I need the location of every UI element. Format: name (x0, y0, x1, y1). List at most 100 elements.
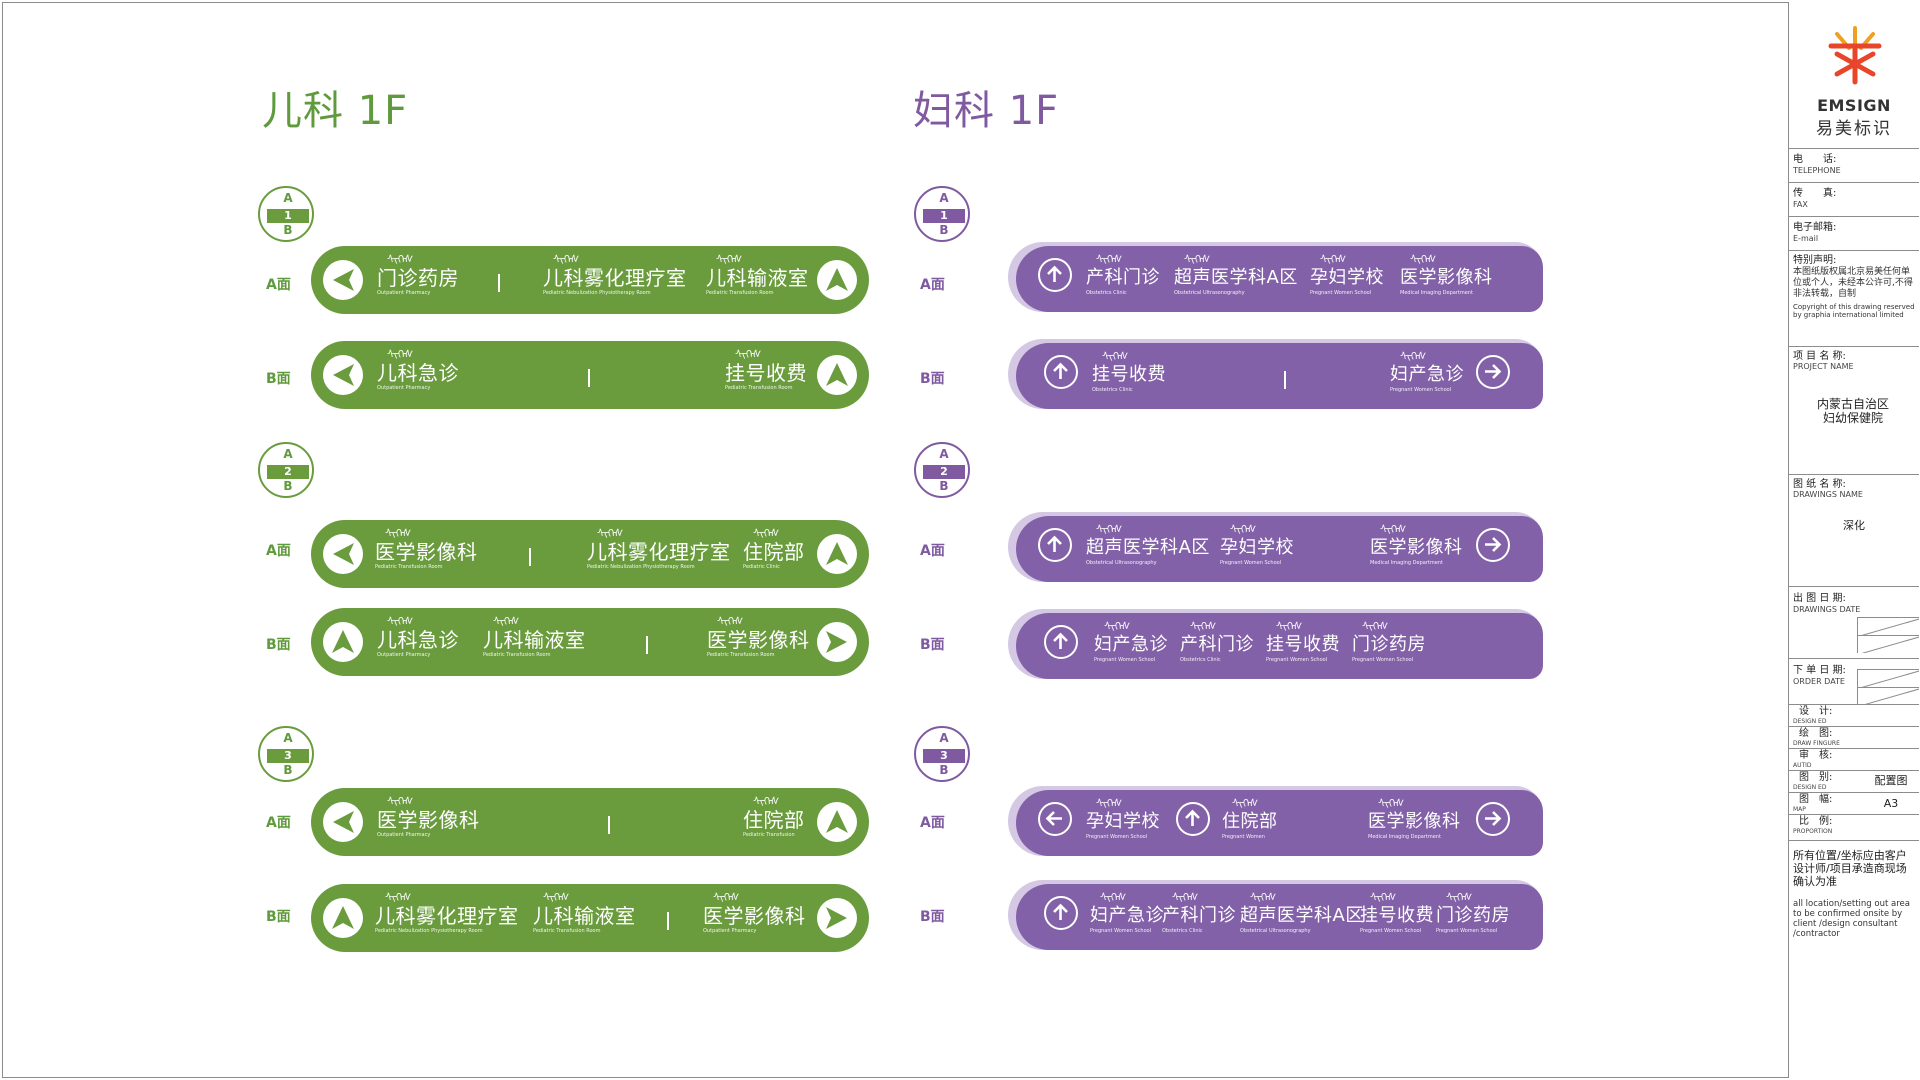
destination: ᠰᠢᠭᠡᠰ 超声医学科A区 Obstetrical Ultrasonograph… (1174, 253, 1298, 297)
sign-panel (1016, 343, 1543, 409)
sign-panel (1016, 613, 1543, 679)
face-b-label: B面 (266, 637, 291, 653)
destination: ᠰᠢᠭᠡᠰ 门诊药房 Pregnant Women School (1436, 891, 1510, 935)
destination: ᠰᠢᠭᠡᠰ 医学影像科 Outpatient Pharmacy (703, 891, 806, 935)
arrow-up-icon (1038, 258, 1072, 292)
order-date-row: 下 单 日 期: ORDER DATE (1789, 658, 1919, 705)
sign-panel (1016, 790, 1543, 856)
drawing-name-row: 图 纸 名 称: DRAWINGS NAME 深化 (1789, 474, 1919, 586)
logo-text-en: EMSIGN (1817, 96, 1891, 115)
sign-panel (1016, 884, 1543, 950)
face-a-label: A面 (920, 815, 945, 831)
arrow-up-icon (1044, 896, 1078, 930)
arrow-right-icon (1476, 355, 1510, 389)
sign-gynecology-2a: ᠰᠢᠭᠡᠰ 超声医学科A区 Obstetrical Ultrasonograph… (1008, 512, 1543, 582)
level-badge-3: A 3 B (914, 726, 970, 782)
logo-text-cn: 易美标识 (1816, 119, 1892, 139)
sign-gynecology-1a: ᠰᠢᠭᠡᠰ 产科门诊 Obstetrics Clinic ᠰᠢᠭᠡᠰ 超声医学科… (1008, 242, 1543, 312)
arrow-left-icon (1038, 802, 1072, 836)
arrow-up-icon (1044, 355, 1078, 389)
destination: ᠰᠢᠭᠡᠰ 住院部 Pregnant Women (1222, 797, 1278, 841)
destination: ᠰᠢᠭᠡᠰ 挂号收费 Pediatric Transfusion Room (725, 348, 807, 392)
sign-gynecology-1b: ᠰᠢᠭᠡᠰ 挂号收费 Obstetrics Clinic ᠰᠢᠭᠡᠰ 妇产急诊 … (1008, 339, 1543, 409)
proportion-row: 比 例: PROPORTION (1789, 814, 1919, 840)
divider (529, 548, 531, 566)
destination: ᠰᠢᠭᠡᠰ 挂号收费 Pregnant Women School (1360, 891, 1434, 935)
destination: ᠰᠢᠭᠡᠰ 门诊药房 Outpatient Pharmacy (377, 253, 459, 297)
face-b-label: B面 (920, 909, 945, 925)
destination: ᠰᠢᠭᠡᠰ 医学影像科 Outpatient Pharmacy (377, 795, 480, 839)
divider (608, 816, 610, 834)
arrow-left-icon (323, 355, 363, 395)
telephone-row: 电 话: TELEPHONE (1789, 148, 1919, 182)
level-badge-1: A 1 B (914, 186, 970, 242)
level-badge-3: A 3 B (258, 726, 314, 782)
destination: ᠰᠢᠭᠡᠰ 住院部 Pediatric Transfusion (743, 795, 805, 839)
face-a-label: A面 (266, 543, 291, 559)
arrow-right-icon (817, 898, 857, 938)
arrow-left-icon (323, 260, 363, 300)
destination: ᠰᠢᠭᠡᠰ 医学影像科 Pediatric Transfusion Room (707, 615, 810, 659)
drawings-date-row: 出 图 日 期: DRAWINGS DATE (1789, 586, 1919, 658)
face-a-label: A面 (920, 543, 945, 559)
sign-pediatrics-1b: ᠰᠢᠭᠡᠰ 儿科急诊 Outpatient Pharmacy ᠰᠢᠭᠡᠰ 挂号收… (311, 341, 869, 409)
level-badge-2: A 2 B (258, 442, 314, 498)
navigation-arrow-icon (817, 260, 857, 300)
map-size-row: 图 幅: MAP A3 (1789, 792, 1919, 814)
arrow-left-icon (323, 802, 363, 842)
emsign-logo-icon (1828, 26, 1882, 85)
divider (498, 274, 500, 292)
pediatrics-title: 儿科 1F (262, 88, 409, 134)
face-a-label: A面 (266, 815, 291, 831)
level-badge-1: A 1 B (258, 186, 314, 242)
arrow-left-icon (323, 534, 363, 574)
confirmation-note: 所有位置/坐标应由客户设计师/项目承造商现场确认为准 all location/… (1789, 840, 1919, 960)
destination: ᠰᠢᠭᠡᠰ 儿科急诊 Outpatient Pharmacy (377, 348, 459, 392)
destination: ᠰᠢᠭᠡᠰ 挂号收费 Pregnant Women School (1266, 620, 1340, 664)
title-block: EMSIGN 易美标识 电 话: TELEPHONE 传 真: FAX 电子邮箱… (1788, 2, 1919, 1078)
company-logo: EMSIGN 易美标识 (1789, 12, 1919, 139)
destination: ᠰᠢᠭᠡᠰ 妇产急诊 Pregnant Women School (1390, 350, 1464, 394)
design-row: 设 计: DESIGN ED (1789, 704, 1919, 726)
divider (1284, 371, 1286, 389)
destination: ᠰᠢᠭᠡᠰ 超声医学科A区 Obstetrical Ultrasonograph… (1240, 891, 1364, 935)
destination: ᠰᠢᠭᠡᠰ 医学影像科 Medical Imaging Department (1400, 253, 1493, 297)
navigation-arrow-icon (817, 355, 857, 395)
face-b-label: B面 (920, 637, 945, 653)
project-name-row: 项 目 名 称: PROJECT NAME 内蒙古自治区妇幼保健院 (1789, 346, 1919, 474)
destination: ᠰᠢᠭᠡᠰ 医学影像科 Medical Imaging Department (1370, 523, 1463, 567)
navigation-arrow-icon (817, 534, 857, 574)
arrow-up-icon (1038, 528, 1072, 562)
email-row: 电子邮箱: E-mail (1789, 216, 1919, 250)
destination: ᠰᠢᠭᠡᠰ 门诊药房 Pregnant Women School (1352, 620, 1426, 664)
sign-panel (1016, 246, 1543, 312)
destination: ᠰᠢᠭᠡᠰ 儿科雾化理疗室 Pediatric Nebulization Phy… (587, 527, 731, 571)
destination: ᠰᠢᠭᠡᠰ 儿科雾化理疗室 Pediatric Nebulization Phy… (375, 891, 519, 935)
navigation-arrow-icon (323, 622, 363, 662)
sign-gynecology-3b: ᠰᠢᠭᠡᠰ 妇产急诊 Pregnant Women School ᠰᠢᠭᠡᠰ 产… (1008, 880, 1543, 950)
divider (646, 636, 648, 654)
destination: ᠰᠢᠭᠡᠰ 儿科输液室 Pediatric Transfusion Room (483, 615, 586, 659)
destination: ᠰᠢᠭᠡᠰ 医学影像科 Pediatric Transfusion Room (375, 527, 478, 571)
arrow-up-icon (1176, 802, 1210, 836)
fax-row: 传 真: FAX (1789, 182, 1919, 216)
face-b-label: B面 (266, 909, 291, 925)
arrow-right-icon (817, 622, 857, 662)
navigation-arrow-icon (323, 898, 363, 938)
notice-row: 特别声明: 本图纸版权属北京易美任何单位或个人，未经本公许可,不得非法转载，自制… (1789, 250, 1919, 346)
draw-row: 绘 图: DRAW FINGURE (1789, 726, 1919, 748)
sign-gynecology-2b: ᠰᠢᠭᠡᠰ 妇产急诊 Pregnant Women School ᠰᠢᠭᠡᠰ 产… (1008, 609, 1543, 679)
audit-row: 审 核: AUTID (1789, 748, 1919, 770)
gynecology-title: 妇科 1F (913, 88, 1060, 134)
destination: ᠰᠢᠭᠡᠰ 孕妇学校 Pregnant Women School (1220, 523, 1294, 567)
destination: ᠰᠢᠭᠡᠰ 儿科雾化理疗室 Pediatric Nebulization Phy… (543, 253, 687, 297)
sign-pediatrics-2b: ᠰᠢᠭᠡᠰ 儿科急诊 Outpatient Pharmacy ᠰᠢᠭᠡᠰ 儿科输… (311, 608, 869, 676)
arrow-right-icon (1476, 528, 1510, 562)
destination: ᠰᠢᠭᠡᠰ 住院部 Pediatric Clinic (743, 527, 805, 571)
destination: ᠰᠢᠭᠡᠰ 妇产急诊 Pregnant Women School (1090, 891, 1164, 935)
destination: ᠰᠢᠭᠡᠰ 医学影像科 Medical Imaging Department (1368, 797, 1461, 841)
face-a-label: A面 (920, 277, 945, 293)
sign-gynecology-3a: ᠰᠢᠭᠡᠰ 孕妇学校 Pregnant Women School ᠰᠢᠭᠡᠰ 住… (1008, 786, 1543, 856)
arrow-up-icon (1044, 625, 1078, 659)
destination: ᠰᠢᠭᠡᠰ 孕妇学校 Pregnant Women School (1086, 797, 1160, 841)
